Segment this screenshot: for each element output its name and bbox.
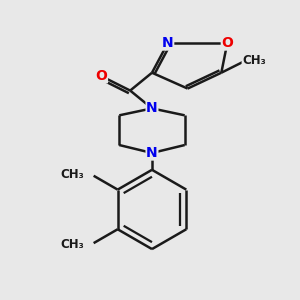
- Text: CH₃: CH₃: [60, 238, 84, 250]
- Text: O: O: [95, 69, 107, 83]
- Text: N: N: [146, 146, 158, 160]
- Text: CH₃: CH₃: [242, 54, 266, 67]
- Text: CH₃: CH₃: [60, 168, 84, 181]
- Text: N: N: [146, 101, 158, 116]
- Text: O: O: [221, 36, 233, 50]
- Text: N: N: [162, 36, 174, 50]
